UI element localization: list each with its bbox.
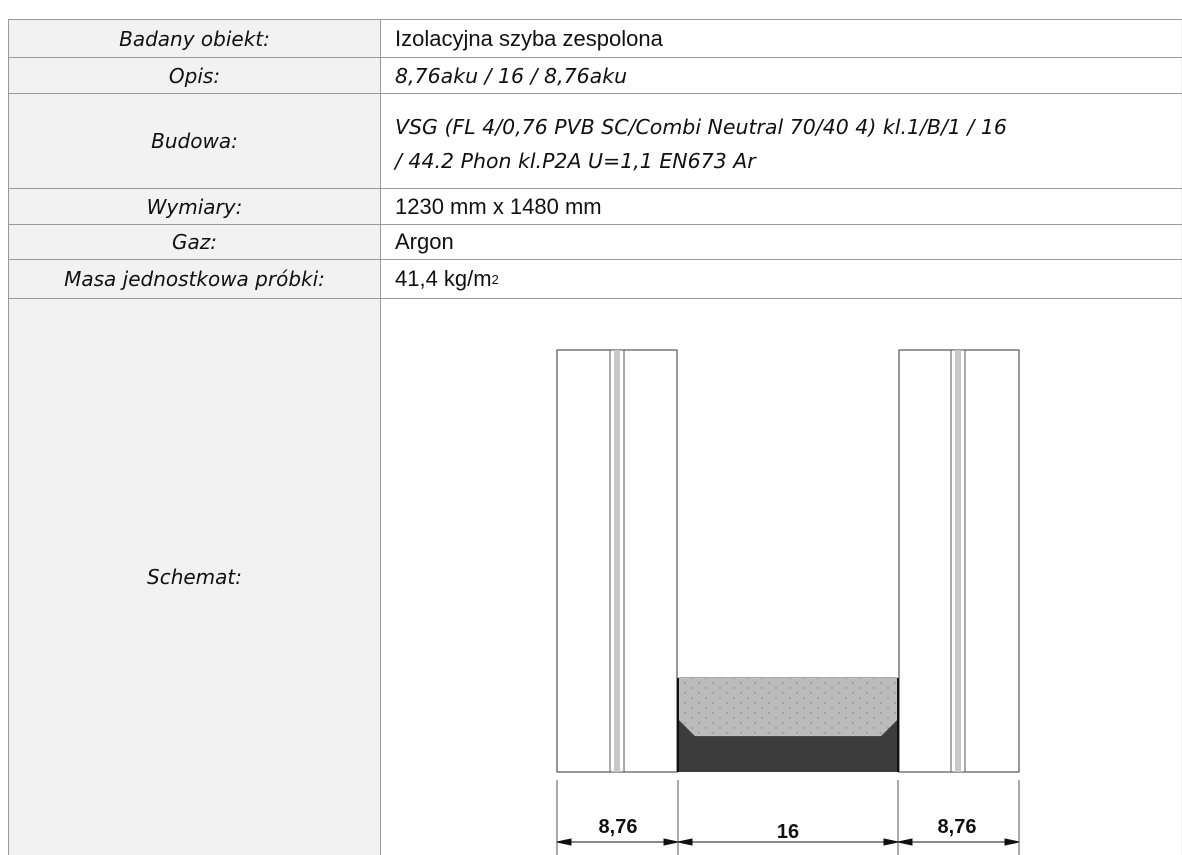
value-opis-text: 8,76aku / 16 / 8,76aku xyxy=(395,63,628,88)
table-left-border xyxy=(8,19,9,855)
dimension-line-1 xyxy=(556,838,679,846)
dimension-label-middle: 16 xyxy=(777,821,799,843)
dimension-line-3 xyxy=(897,838,1020,846)
label-budowa: Budowa: xyxy=(151,129,238,153)
label-wymiary: Wymiary: xyxy=(146,194,243,219)
label-gaz: Gaz: xyxy=(172,230,217,254)
spacer-bar xyxy=(677,677,899,772)
value-masa-superscript: 2 xyxy=(491,271,499,287)
label-badany-obiekt: Badany obiekt: xyxy=(119,26,270,51)
value-budowa: VSG (FL 4/0,76 PVB SC/Combi Neutral 70/4… xyxy=(381,94,1181,188)
right-glass-pane xyxy=(898,349,1020,773)
left-glass-pane xyxy=(556,349,678,773)
table-top-border xyxy=(8,19,1182,20)
value-wymiary: 1230 mm x 1480 mm xyxy=(381,189,1181,224)
value-opis: 8,76aku / 16 / 8,76aku xyxy=(381,58,1181,93)
dimension-line-2 xyxy=(677,838,899,846)
label-schemat: Schemat: xyxy=(147,565,242,589)
value-masa: 41,4 kg/m 2 xyxy=(381,260,1181,298)
label-opis: Opis: xyxy=(168,63,221,88)
value-masa-main: 41,4 kg/m xyxy=(395,266,492,291)
value-badany-obiekt: Izolacyjna szyba zespolona xyxy=(381,20,1181,57)
value-budowa-line2: / 44.2 Phon kl.P2A U=1,1 EN673 Ar xyxy=(395,149,756,173)
glazing-cross-section-diagram: 8,76 16 8,76 xyxy=(556,349,1020,855)
value-budowa-line1: VSG (FL 4/0,76 PVB SC/Combi Neutral 70/4… xyxy=(395,115,1007,139)
label-masa: Masa jednostkowa próbki: xyxy=(64,267,325,291)
dimension-label-right: 8,76 xyxy=(938,816,977,838)
dimension-label-left: 8,76 xyxy=(599,816,638,838)
value-gaz: Argon xyxy=(381,225,1181,259)
table-column-divider xyxy=(380,19,381,855)
